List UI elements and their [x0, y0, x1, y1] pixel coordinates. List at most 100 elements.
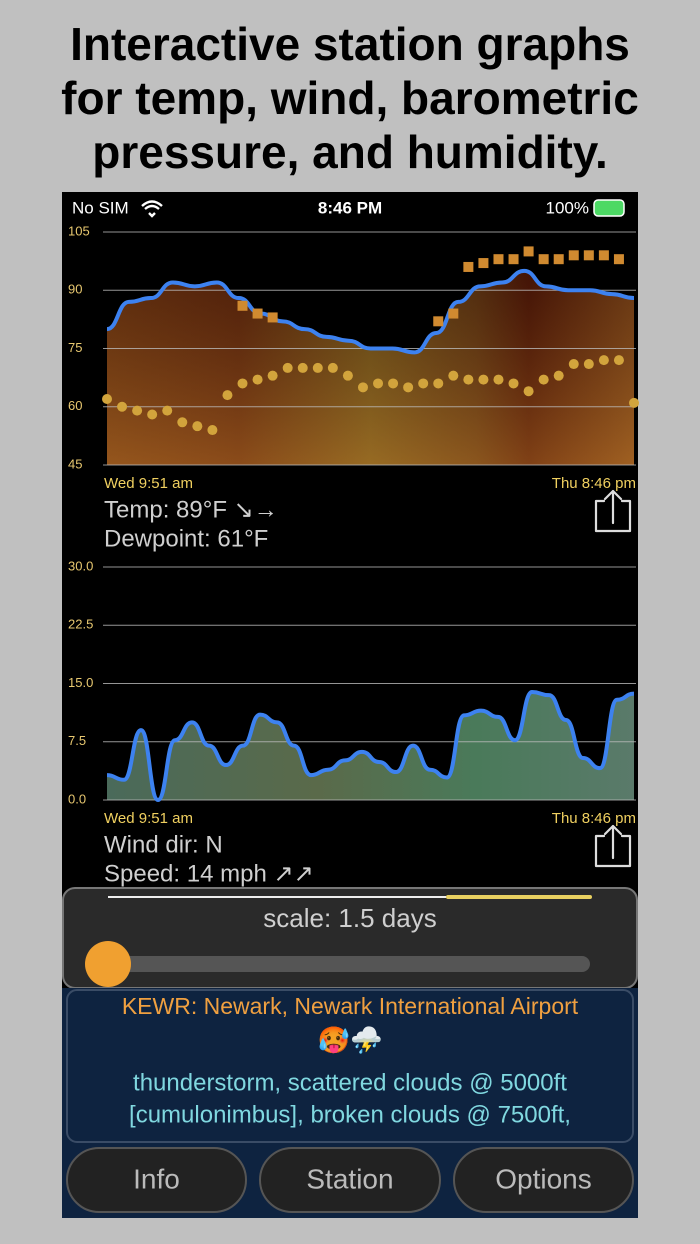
data-dot — [282, 362, 293, 373]
data-dot — [132, 405, 143, 416]
y-tick-label: 45 — [68, 456, 82, 471]
data-dot — [508, 378, 519, 389]
x-start-label: Wed 9:51 am — [104, 475, 193, 492]
headline: for temp, wind, barometric — [61, 72, 639, 124]
data-square — [598, 250, 609, 261]
data-line — [106, 268, 635, 355]
data-square — [568, 250, 579, 261]
data-dot — [252, 374, 263, 385]
data-dot — [192, 421, 203, 432]
data-dot — [403, 382, 414, 393]
share-button[interactable] — [594, 824, 632, 868]
data-dot — [433, 378, 444, 389]
data-square — [508, 254, 519, 265]
data-square — [252, 308, 263, 319]
data-square — [478, 258, 489, 269]
data-dot — [373, 378, 384, 389]
readout: Dewpoint: 61°F — [104, 525, 268, 552]
y-tick-label: 15.0 — [68, 675, 93, 690]
share-button[interactable] — [594, 489, 632, 533]
data-dot — [342, 370, 353, 381]
weather-emoji: 🥵⛈️ — [318, 1025, 383, 1055]
readout: Speed: 14 mph ↗↗ — [104, 860, 314, 887]
x-end-label: Thu 8:46 pm — [552, 475, 636, 492]
headline: Interactive station graphs — [70, 18, 630, 70]
carrier: No SIM — [72, 198, 129, 217]
data-dot — [297, 362, 308, 373]
wifi-icon — [141, 200, 163, 218]
y-tick-label: 22.5 — [68, 617, 93, 632]
data-square — [267, 312, 278, 323]
station-panel — [66, 989, 634, 1143]
data-dot — [598, 355, 609, 366]
data-dot — [478, 374, 489, 385]
headline: pressure, and humidity. — [92, 126, 607, 178]
tab-button[interactable] — [259, 1147, 441, 1213]
data-dot — [117, 401, 128, 412]
data-square — [433, 316, 444, 327]
data-square — [613, 254, 624, 265]
data-dot — [568, 359, 579, 370]
scale-label: scale: 1.5 days — [263, 903, 436, 933]
conditions: thunderstorm, scattered clouds @ 5000ft — [133, 1069, 567, 1096]
data-square — [463, 261, 474, 272]
y-tick-label: 30.0 — [68, 558, 93, 573]
station-name: KEWR: Newark, Newark International Airpo… — [122, 993, 579, 1019]
data-line — [106, 690, 635, 802]
tab-button[interactable] — [66, 1147, 247, 1213]
data-square — [523, 246, 534, 257]
slider-knob[interactable] — [85, 941, 131, 987]
readout: Wind dir: N — [104, 831, 223, 858]
area-shade — [107, 270, 634, 465]
readout: Temp: 89°F ↘→ — [104, 496, 278, 523]
data-dot — [493, 374, 504, 385]
data-dot — [357, 382, 368, 393]
clock: 8:46 PM — [318, 198, 382, 217]
y-tick-label: 75 — [68, 340, 82, 355]
data-dot — [583, 359, 594, 370]
tab-label[interactable]: Info — [133, 1163, 180, 1194]
data-dot — [448, 370, 459, 381]
data-dot — [327, 362, 338, 373]
data-dot — [102, 393, 112, 404]
data-dot — [613, 355, 624, 366]
data-dot — [207, 425, 218, 436]
data-dot — [267, 370, 278, 381]
data-square — [448, 308, 459, 319]
data-dot — [629, 397, 639, 408]
tab-label[interactable]: Station — [306, 1163, 393, 1194]
y-tick-label: 7.5 — [68, 733, 86, 748]
data-square — [538, 254, 549, 265]
battery-icon — [593, 199, 625, 217]
tab-button[interactable] — [453, 1147, 634, 1213]
y-tick-label: 0.0 — [68, 791, 86, 806]
data-dot — [147, 409, 158, 420]
data-dot — [388, 378, 399, 389]
slider-track[interactable] — [100, 956, 590, 972]
data-square — [493, 254, 504, 265]
data-dot — [418, 378, 429, 389]
data-square — [583, 250, 594, 261]
conditions: [cumulonimbus], broken clouds @ 7500ft, — [129, 1101, 571, 1128]
x-end-label: Thu 8:46 pm — [552, 810, 636, 827]
area-fill — [107, 692, 634, 800]
tab-label[interactable]: Options — [495, 1163, 592, 1194]
x-start-label: Wed 9:51 am — [104, 810, 193, 827]
data-dot — [538, 374, 549, 385]
y-tick-label: 90 — [68, 282, 82, 297]
data-dot — [222, 390, 233, 401]
data-dot — [177, 417, 188, 428]
data-square — [237, 300, 248, 311]
data-square — [553, 254, 564, 265]
y-tick-label: 105 — [68, 223, 90, 238]
data-dot — [523, 386, 534, 397]
data-dot — [162, 405, 173, 416]
battery-level: 100% — [546, 198, 589, 217]
data-dot — [312, 362, 323, 373]
y-tick-label: 60 — [68, 398, 82, 413]
data-dot — [463, 374, 474, 385]
data-dot — [237, 378, 248, 389]
data-dot — [553, 370, 564, 381]
